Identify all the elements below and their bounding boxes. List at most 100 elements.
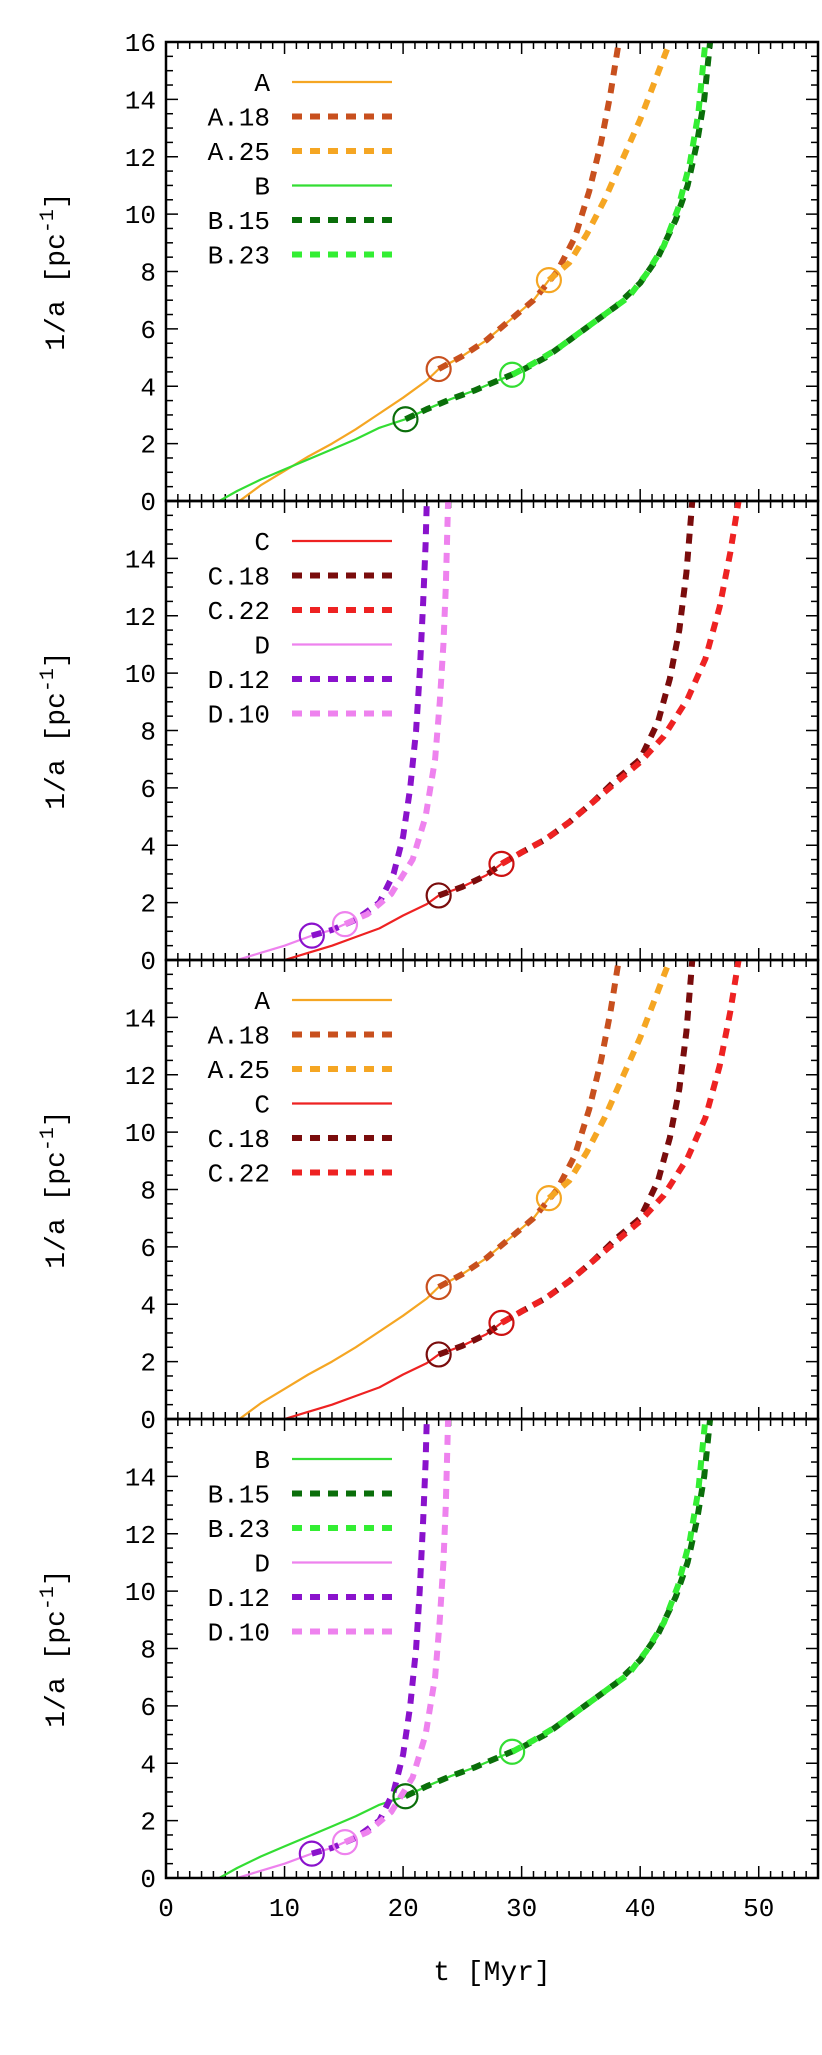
y-tick-label: 16 bbox=[125, 29, 156, 59]
x-tick-label: 0 bbox=[158, 1894, 174, 1924]
y-tick-label: 4 bbox=[140, 373, 156, 403]
y-tick-label: 12 bbox=[125, 1521, 156, 1551]
split-marker bbox=[488, 1309, 515, 1336]
panel-1: 0 2 4 6 8 10 12 14 16 1/a [pc-1] A A.18 A.25 B B.15 B.2… bbox=[37, 29, 820, 518]
legend-label: D.10 bbox=[208, 701, 270, 731]
y-tick-label: 0 bbox=[140, 947, 156, 977]
legend: A A.18 A.25 B B.15 B.23 bbox=[208, 69, 392, 272]
legend: C C.18 C.22 D D.12 D.10 bbox=[208, 528, 392, 731]
series-group bbox=[218, 42, 714, 501]
series-line-c bbox=[284, 1322, 503, 1419]
series-line-c-18 bbox=[437, 501, 696, 899]
panel-4: 0 2 4 6 8 10 12 14 1/a [pc-1] 0 10 20 30 40 50 t [Myr] B… bbox=[37, 1417, 820, 1989]
legend-label: D bbox=[254, 1550, 270, 1580]
y-tick-label: 8 bbox=[140, 718, 156, 748]
split-marker bbox=[331, 911, 359, 938]
x-tick-label: 40 bbox=[625, 1894, 656, 1924]
y-tick-label: 0 bbox=[140, 1865, 156, 1895]
y-tick-label: 6 bbox=[140, 1693, 156, 1723]
y-axis-label-sup: -1 bbox=[37, 209, 60, 233]
x-tick-label: 30 bbox=[506, 1894, 537, 1924]
split-marker bbox=[535, 267, 563, 294]
series-line-a-25 bbox=[546, 960, 673, 1201]
y-axis-label-main: 1/a [pc bbox=[42, 1610, 73, 1728]
series-line-d-12 bbox=[310, 1419, 430, 1857]
series-line-c-22 bbox=[500, 501, 742, 867]
y-axis-label: 1/a [pc-1] bbox=[37, 192, 73, 350]
markers bbox=[392, 267, 563, 433]
legend-label: C bbox=[254, 1091, 270, 1121]
split-marker bbox=[425, 882, 452, 909]
split-marker bbox=[392, 1783, 419, 1810]
legend-label: C.22 bbox=[208, 597, 270, 627]
y-axis-label-main: 1/a [pc bbox=[42, 233, 73, 351]
series-group bbox=[218, 1419, 714, 1878]
panel-2: 0 2 4 6 8 10 12 14 1/a [pc-1] C C.18 C.22 D D.12 D.10 bbox=[37, 499, 820, 977]
series-group bbox=[238, 960, 742, 1419]
legend-label: A.18 bbox=[208, 1022, 270, 1052]
series-line-b-15 bbox=[404, 1419, 714, 1799]
legend-label: A bbox=[254, 69, 270, 99]
y-tick-label: 10 bbox=[125, 201, 156, 231]
split-marker bbox=[499, 361, 526, 388]
split-marker bbox=[425, 1273, 452, 1301]
y-tick-label: 6 bbox=[140, 1234, 156, 1264]
split-marker bbox=[331, 1829, 359, 1856]
y-axis-label-end: ] bbox=[42, 1569, 73, 1586]
y-axis-label-end: ] bbox=[42, 1110, 73, 1127]
y-axis-label: 1/a [pc-1] bbox=[37, 1569, 73, 1727]
series-line-b bbox=[218, 1750, 513, 1878]
y-tick-label: 8 bbox=[140, 1177, 156, 1207]
series-line-a bbox=[238, 1197, 550, 1419]
legend-label: B.23 bbox=[208, 1515, 270, 1545]
y-tick-label: 6 bbox=[140, 775, 156, 805]
x-tick-label: 50 bbox=[743, 1894, 774, 1924]
y-tick-label: 2 bbox=[140, 890, 156, 920]
y-tick-label: 4 bbox=[140, 832, 156, 862]
legend-label: D bbox=[254, 632, 270, 662]
markers bbox=[298, 1738, 526, 1867]
series-line-a-25 bbox=[546, 42, 673, 283]
series-line-b-23 bbox=[510, 1419, 709, 1755]
split-marker bbox=[298, 1840, 325, 1867]
markers bbox=[298, 850, 515, 949]
legend-label: B bbox=[254, 1446, 270, 1476]
split-marker bbox=[392, 406, 419, 433]
y-tick-label: 6 bbox=[140, 316, 156, 346]
split-marker bbox=[425, 355, 452, 383]
legend-label: C.22 bbox=[208, 1160, 270, 1190]
y-axis-label-end: ] bbox=[42, 651, 73, 668]
legend-label: B.23 bbox=[208, 242, 270, 272]
split-marker bbox=[499, 1738, 526, 1765]
y-tick-label: 2 bbox=[140, 1349, 156, 1379]
y-axis-label-end: ] bbox=[42, 192, 73, 209]
y-tick-label: 10 bbox=[125, 660, 156, 690]
panel-3: 0 2 4 6 8 10 12 14 1/a [pc-1] A A.18 A.25 C C.18 C.22 bbox=[37, 958, 820, 1436]
x-axis-label: t [Myr] bbox=[433, 1958, 551, 1989]
legend-label: A bbox=[254, 987, 270, 1017]
split-marker bbox=[425, 1341, 452, 1368]
series-line-b bbox=[218, 373, 513, 501]
series-line-c-18 bbox=[437, 960, 696, 1358]
series-line-a-18 bbox=[437, 42, 622, 372]
y-tick-label: 2 bbox=[140, 1808, 156, 1838]
x-tick-label: 10 bbox=[269, 1894, 300, 1924]
x-tick-label: 20 bbox=[387, 1894, 418, 1924]
legend: A A.18 A.25 C C.18 C.22 bbox=[208, 987, 392, 1190]
y-axis-label-sup: -1 bbox=[37, 668, 60, 692]
y-axis-label-sup: -1 bbox=[37, 1127, 60, 1151]
legend-label: A.18 bbox=[208, 104, 270, 134]
legend-label: B.15 bbox=[208, 207, 270, 237]
legend-label: D.12 bbox=[208, 666, 270, 696]
markers bbox=[425, 1185, 563, 1368]
series-line-d-12 bbox=[310, 501, 430, 939]
split-marker bbox=[535, 1185, 563, 1212]
y-tick-label: 10 bbox=[125, 1578, 156, 1608]
legend-label: A.25 bbox=[208, 138, 270, 168]
legend-label: B.15 bbox=[208, 1481, 270, 1511]
legend: B B.15 B.23 D D.12 D.10 bbox=[208, 1446, 392, 1649]
series-line-b-15 bbox=[404, 42, 714, 422]
y-tick-label: 0 bbox=[140, 1406, 156, 1436]
legend-label: C.18 bbox=[208, 1125, 270, 1155]
